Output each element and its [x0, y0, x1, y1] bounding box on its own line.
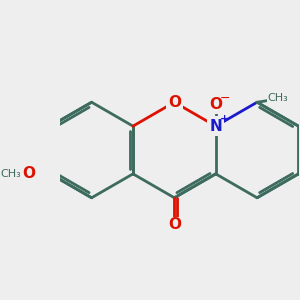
Text: CH₃: CH₃	[267, 93, 288, 103]
Text: O: O	[209, 97, 222, 112]
Text: O: O	[22, 167, 35, 182]
Text: +: +	[220, 114, 229, 124]
Text: −: −	[219, 92, 230, 105]
Text: O: O	[168, 217, 181, 232]
Text: N: N	[209, 118, 222, 134]
Text: CH₃: CH₃	[0, 169, 21, 179]
Text: O: O	[168, 95, 181, 110]
